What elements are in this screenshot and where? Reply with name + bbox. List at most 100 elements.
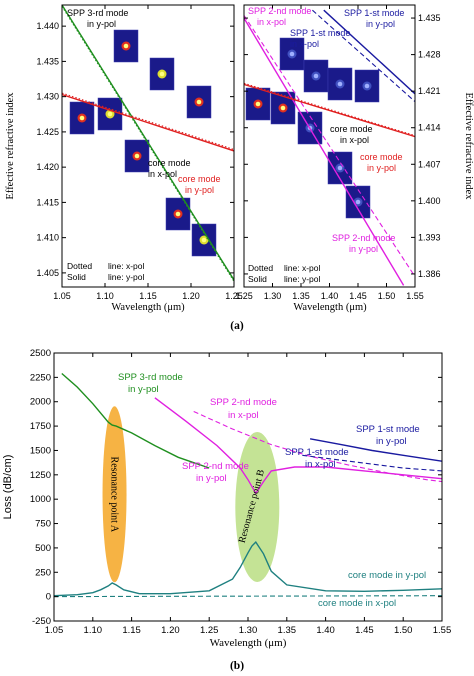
- mode-field-core: [337, 165, 343, 171]
- right-annotation: SPP 2-nd mode: [332, 233, 395, 243]
- mode-field-core: [159, 71, 165, 77]
- loss-xtick-label: 1.05: [45, 625, 64, 636]
- loss-annotation: in x-pol: [305, 459, 336, 470]
- loss-ytick-label: 1000: [30, 494, 51, 505]
- right-series-3: [244, 17, 405, 286]
- right-ytick-label: 1.428: [418, 50, 441, 60]
- right-annotation: SPP 1-st mode: [290, 28, 350, 38]
- right-xtick-label: 1.35: [292, 291, 310, 301]
- left-annotation: in x-pol: [148, 169, 177, 179]
- right-ytick-label: 1.400: [418, 196, 441, 206]
- loss-ytick-label: 1250: [30, 470, 51, 481]
- right-x-axis-label: Wavelength (μm): [293, 302, 367, 313]
- mode-field-core: [196, 99, 202, 105]
- left-annotation: Solid: [67, 272, 86, 282]
- loss-xtick-label: 1.10: [84, 625, 103, 636]
- loss-annotation: core mode in y-pol: [348, 570, 426, 581]
- right-ytick-label: 1.414: [418, 123, 441, 133]
- mode-field-core: [107, 111, 113, 117]
- left-annotation: Dotted: [67, 261, 92, 271]
- left-xtick-label: 1.10: [96, 291, 114, 301]
- left-xtick-label: 1.15: [139, 291, 157, 301]
- left-series-1: [62, 6, 234, 282]
- loss-annotation: SPP 1-st mode: [285, 447, 349, 458]
- mode-field-core: [123, 43, 129, 49]
- left-ytick-label: 1.410: [36, 233, 59, 243]
- right-series-1: [312, 9, 415, 103]
- right-annotation: line: y-pol: [284, 274, 320, 284]
- right-xtick-label: 1.45: [349, 291, 367, 301]
- right-y-axis-label: Effective refractive index: [463, 92, 474, 200]
- loss-ytick-label: 2000: [30, 397, 51, 408]
- mode-field-core: [313, 73, 319, 79]
- resonance-point-b-ellipse: [235, 431, 280, 582]
- right-ytick-label: 1.435: [418, 13, 441, 23]
- right-annotation: in y-pol: [366, 19, 395, 29]
- mode-field-core: [289, 51, 295, 57]
- left-ytick-label: 1.430: [36, 92, 59, 102]
- right-ytick-label: 1.393: [418, 232, 441, 242]
- right-annotation: Solid: [248, 274, 267, 284]
- loss-ytick-label: 2500: [30, 348, 51, 359]
- left-ytick-label: 1.425: [36, 127, 59, 137]
- resonance-point-a-ellipse: [102, 406, 127, 583]
- mode-field-core: [175, 211, 181, 217]
- right-ytick-label: 1.386: [418, 269, 441, 279]
- loss-ytick-label: 750: [35, 519, 51, 530]
- loss-xtick-label: 1.40: [316, 625, 335, 636]
- loss-ytick-label: 1750: [30, 421, 51, 432]
- loss-xtick-label: 1.25: [200, 625, 219, 636]
- right-series-5: [244, 83, 415, 138]
- right-annotation: in x-pol: [257, 17, 286, 27]
- mode-field-core: [337, 81, 343, 87]
- right-xtick-label: 1.30: [264, 291, 282, 301]
- left-annotation: line: y-pol: [108, 272, 144, 282]
- left-ytick-label: 1.440: [36, 21, 59, 31]
- mode-field-core: [355, 199, 361, 205]
- right-annotation: in x-pol: [340, 135, 369, 145]
- left-series-3: [62, 93, 234, 152]
- loss-series-4: [302, 454, 442, 472]
- loss-ytick-label: 250: [35, 567, 51, 578]
- left-xtick-label: 1.05: [53, 291, 71, 301]
- loss-ytick-label: 0: [46, 592, 51, 603]
- resonance-point-a-label: Resonance point A: [109, 457, 120, 533]
- right-annotation: Dotted: [248, 263, 273, 273]
- loss-xtick-label: 1.55: [433, 625, 452, 636]
- left-annotation: core mode: [178, 174, 221, 184]
- loss-annotation: core mode in x-pol: [318, 598, 396, 609]
- left-annotation: line: x-pol: [108, 261, 144, 271]
- right-annotation: in x-pol: [290, 39, 319, 49]
- loss-series-3: [309, 438, 442, 462]
- right-xtick-label: 1.25: [235, 291, 253, 301]
- loss-annotation: in y-pol: [376, 436, 407, 447]
- right-xtick-label: 1.55: [406, 291, 424, 301]
- loss-ytick-label: -250: [32, 616, 51, 627]
- loss-series-5: [54, 540, 442, 597]
- mode-field-inset: [149, 57, 175, 91]
- left-series-2: [62, 92, 234, 151]
- loss-annotation: in y-pol: [128, 384, 159, 395]
- right-ytick-label: 1.421: [418, 86, 441, 96]
- loss-annotation: SPP 2-nd mode: [182, 461, 249, 472]
- panel-label-a: (a): [230, 320, 244, 332]
- left-ytick-label: 1.420: [36, 162, 59, 172]
- loss-annotation: SPP 3-rd mode: [118, 372, 183, 383]
- right-annotation: line: x-pol: [284, 263, 320, 273]
- right-annotation: in y-pol: [367, 163, 396, 173]
- right-annotation: SPP 2-nd mode: [248, 6, 311, 16]
- loss-series-6: [54, 595, 442, 598]
- left-xtick-label: 1.25: [225, 291, 243, 301]
- loss-series-1: [193, 410, 442, 483]
- loss-annotation: in y-pol: [196, 473, 227, 484]
- loss-x-axis-label: Wavelength (μm): [210, 637, 287, 649]
- mode-field-core: [280, 105, 286, 111]
- mode-field-core: [255, 101, 261, 107]
- loss-annotation: SPP 1-st mode: [356, 424, 420, 435]
- loss-annotation: SPP 2-nd mode: [210, 397, 277, 408]
- loss-ytick-label: 1500: [30, 445, 51, 456]
- loss-ytick-label: 2250: [30, 372, 51, 383]
- left-series-0: [62, 5, 234, 281]
- left-annotation: core mode: [148, 158, 191, 168]
